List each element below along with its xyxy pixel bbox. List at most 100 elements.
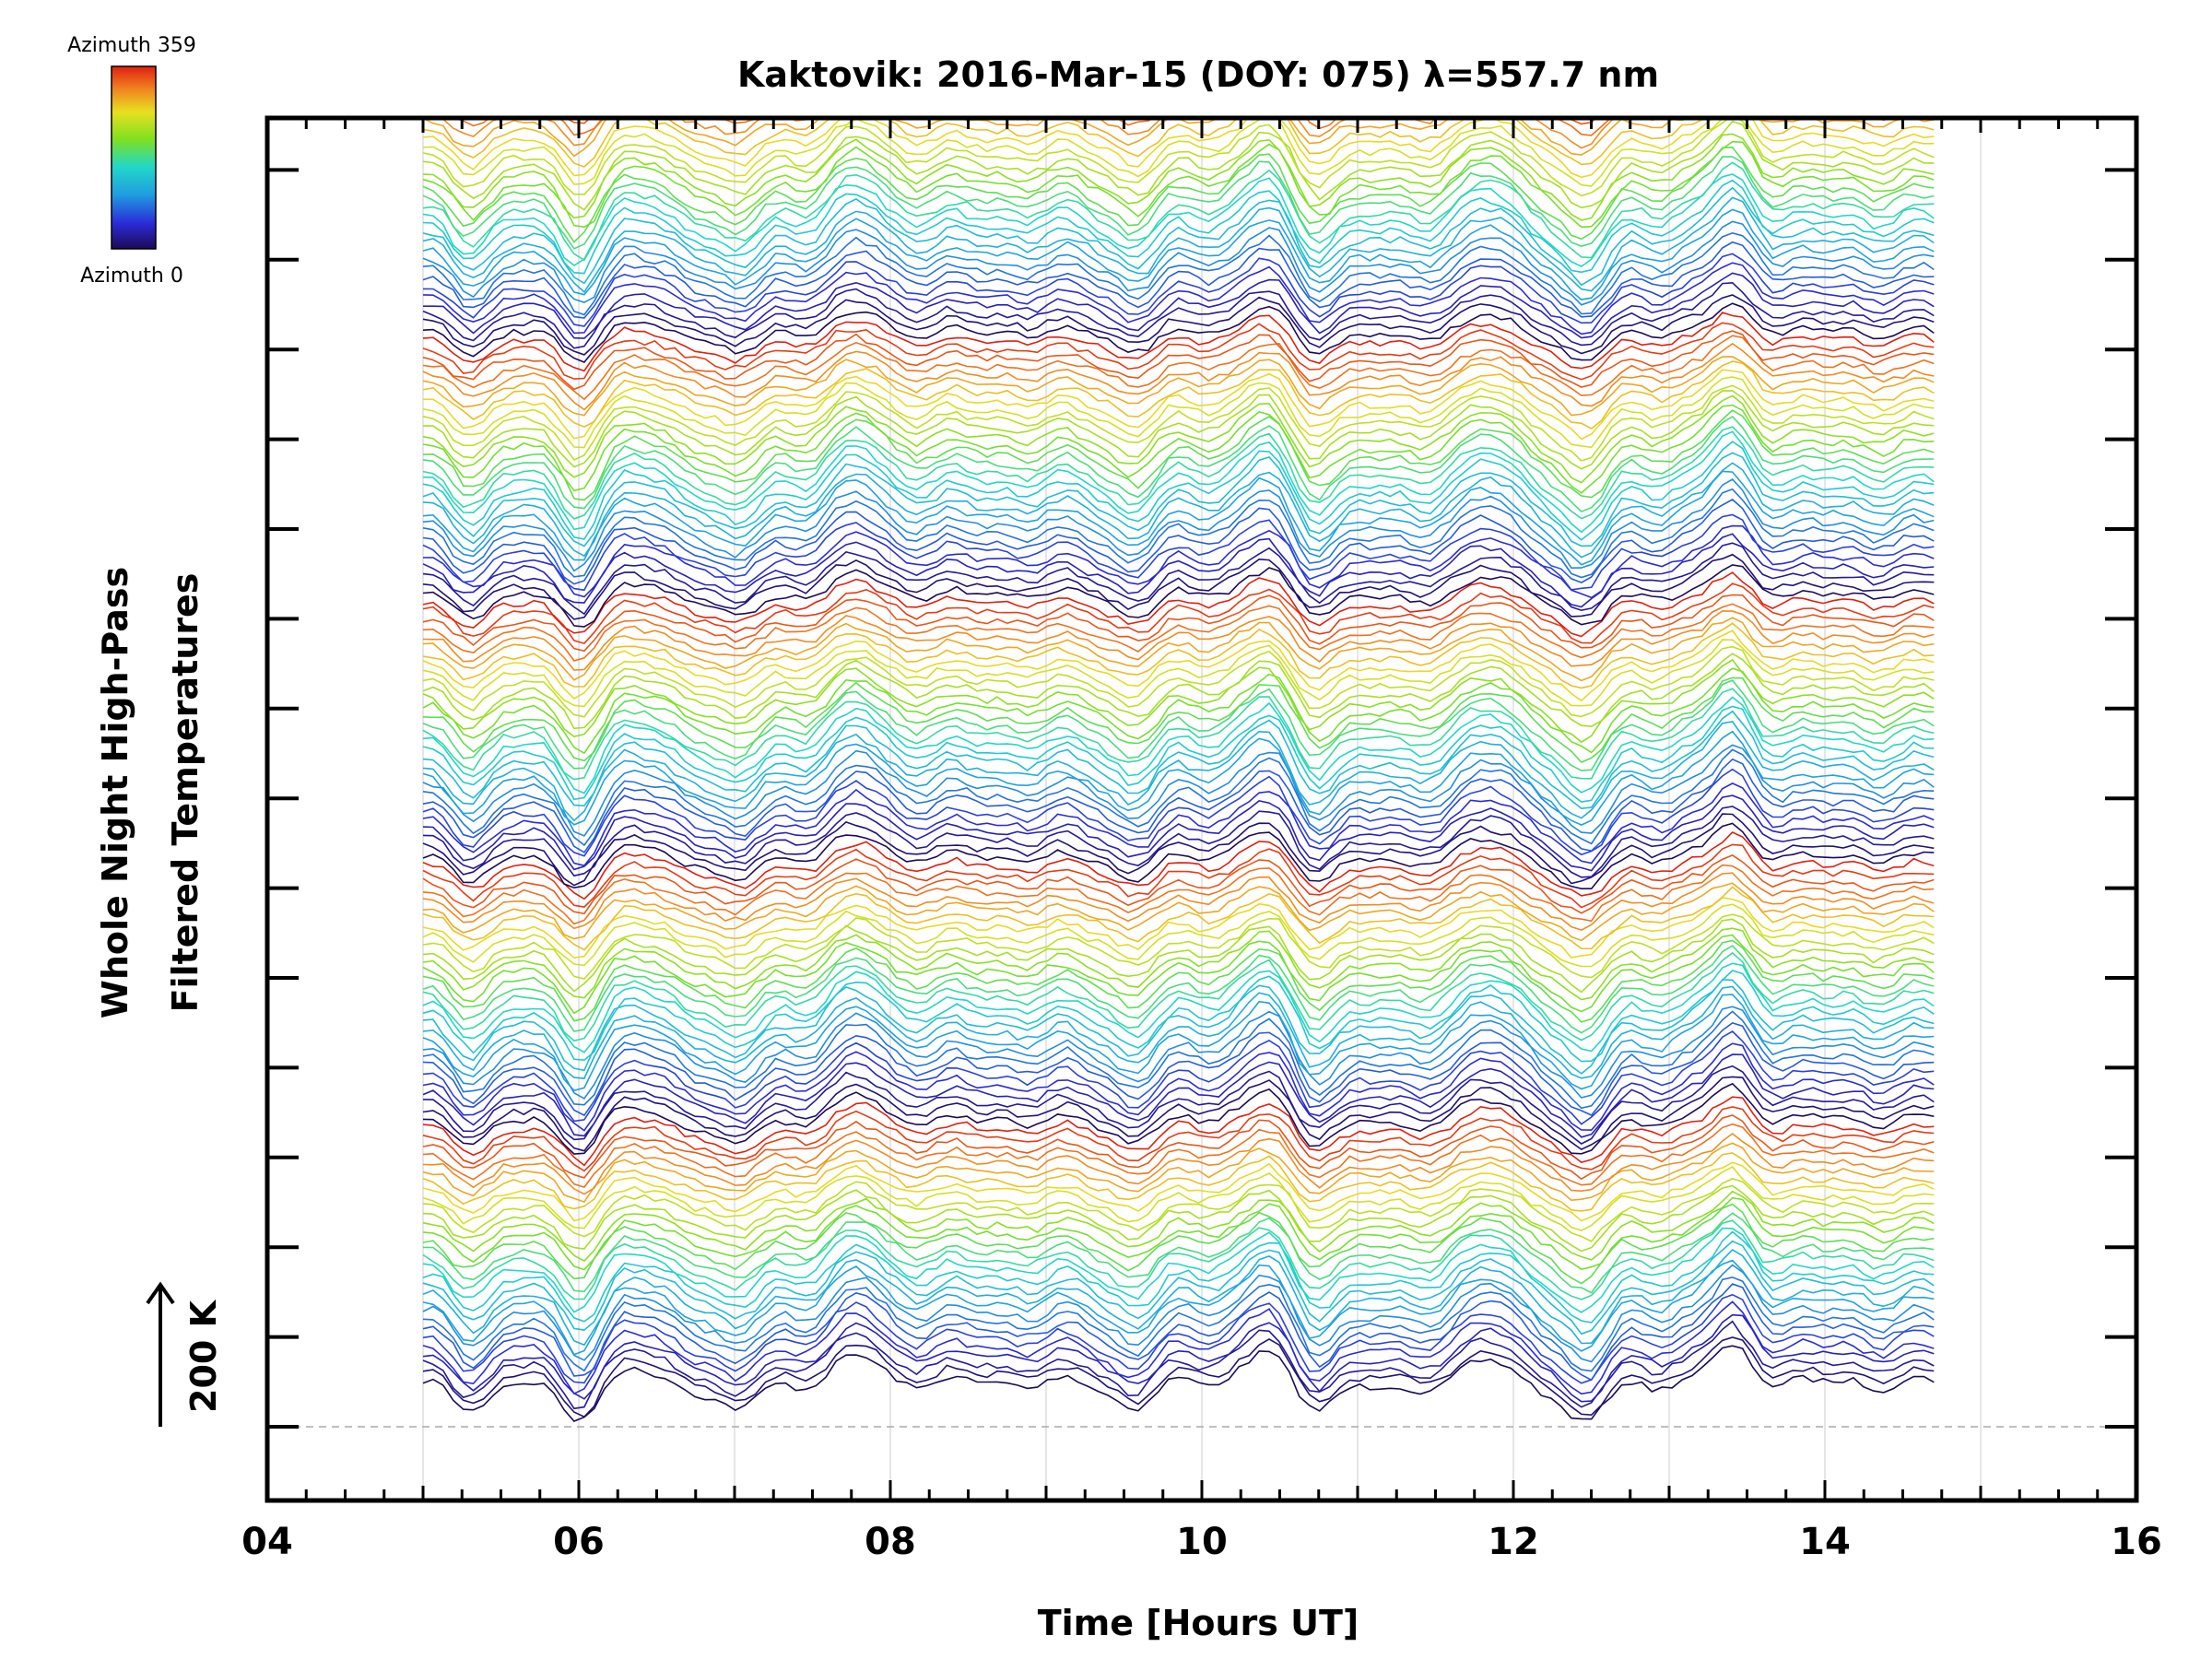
temperature-trace [422,939,1935,1023]
temperature-trace [422,813,1935,887]
temperature-trace [422,970,1935,1063]
scale-bar-label: 200 K [183,1299,224,1413]
temperature-trace [422,404,1935,494]
temperature-trace [422,710,1935,810]
temperature-trace [422,1264,1935,1363]
x-tick-label: 14 [1799,1521,1851,1563]
temperature-trace [422,156,1935,250]
temperature-trace [422,886,1935,951]
temperature-trace [422,161,1935,262]
temperature-trace [422,945,1935,1034]
x-tick-label: 16 [2111,1521,2162,1563]
temperature-trace [422,1293,1935,1384]
temperature-trace [422,688,1935,781]
temperature-trace [422,426,1935,520]
temperature-trace [422,133,1935,221]
temperature-trace [422,196,1935,294]
temperature-trace [422,1030,1935,1125]
temperature-trace [422,499,1935,585]
temperature-trace [422,639,1935,708]
legend-bottom-label: Azimuth 0 [80,265,183,288]
temperature-trace [422,705,1935,803]
temperature-trace [422,843,1935,909]
x-tick-label: 12 [1488,1521,1539,1563]
x-tick-label: 06 [553,1521,605,1563]
temperature-trace [422,294,1935,356]
temperature-trace [422,1142,1935,1204]
scale-bar-arrowhead [146,1281,175,1305]
temperature-trace [422,241,1935,319]
temperature-trace [422,312,1935,372]
temperature-trace [422,1190,1935,1263]
temperature-trace [422,571,1935,638]
temperature-trace [422,1336,1935,1418]
temperature-trace [422,658,1935,744]
temperature-trace [422,118,1935,187]
temperature-trace [422,281,1935,349]
temperature-trace [422,1096,1935,1167]
temperature-trace [422,782,1935,867]
temperature-trace [422,872,1935,931]
temperature-trace [422,118,1935,168]
temperature-trace [422,962,1935,1053]
temperature-trace [422,1123,1935,1189]
temperature-trace [422,730,1935,826]
x-tick-label: 04 [241,1521,293,1563]
temperature-trace [422,409,1935,501]
temperature-trace [422,322,1935,381]
y-axis-label-line2: Filtered Temperatures [165,573,206,1013]
temperature-trace [422,1082,1935,1155]
temperature-trace [422,441,1935,541]
temperature-trace [422,594,1935,653]
temperature-trace [422,1076,1935,1152]
legend-top-label: Azimuth 359 [67,34,196,57]
temperature-trace [422,390,1935,470]
x-axis-ticks [265,118,2138,1500]
temperature-trace [422,384,1935,462]
temperature-trace [422,1010,1935,1110]
temperature-trace [422,360,1935,430]
temperature-trace [422,208,1935,300]
temperature-trace [422,897,1935,959]
y-axis-label-line1: Whole Night High-Pass [95,567,135,1018]
temperature-trace [422,1345,1935,1422]
temperature-trace [422,822,1935,890]
temperature-trace [422,794,1935,872]
temperature-trace [422,477,1935,572]
temperature-trace [422,452,1935,547]
temperature-trace [422,553,1935,620]
scale-bar: 200 K [146,1281,224,1427]
temperature-trace [422,186,1935,287]
temperature-trace [422,220,1935,306]
temperature-trace [422,430,1935,534]
temperature-trace [422,582,1935,645]
temperature-traces [422,118,1935,1422]
temperature-trace [422,533,1935,608]
temperature-trace [422,1053,1935,1138]
temperature-trace [422,979,1935,1075]
temperature-trace [422,140,1935,229]
temperature-trace [422,1178,1935,1242]
temperature-trace [422,831,1935,900]
temperature-trace [422,542,1935,616]
temperature-trace [422,342,1935,411]
temperature-trace [422,1219,1935,1300]
temperature-trace [422,513,1935,592]
temperature-trace [422,721,1935,822]
temperature-trace [422,1165,1935,1231]
temperature-trace [422,394,1935,484]
temperature-trace [422,853,1935,915]
temperature-trace [422,903,1935,968]
x-axis-label: Time [Hours UT] [1038,1603,1359,1643]
temperature-trace [422,1152,1935,1212]
temperature-trace [422,179,1935,275]
x-tick-label: 08 [865,1521,916,1563]
azimuth-legend: Azimuth 359 Azimuth 0 [67,34,196,288]
temperature-trace [422,1114,1935,1181]
temperature-trace [422,679,1935,771]
temperature-trace [422,653,1935,730]
temperature-trace [422,882,1935,942]
temperature-trace [422,1320,1935,1410]
temperature-trace [423,272,1935,339]
